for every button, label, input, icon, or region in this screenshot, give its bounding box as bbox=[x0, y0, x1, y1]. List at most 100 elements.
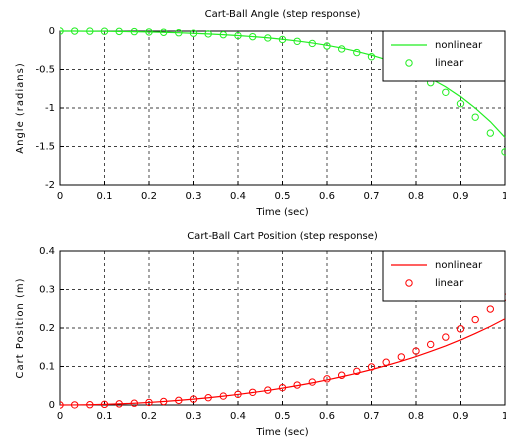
x-tick-label: 0.5 bbox=[275, 191, 291, 202]
y-tick-label: -2 bbox=[45, 180, 55, 191]
x-tick-label: 0.7 bbox=[364, 191, 380, 202]
series-marker bbox=[323, 375, 331, 383]
series-marker bbox=[234, 390, 242, 398]
series-marker bbox=[234, 31, 242, 40]
x-axis-label: Time (sec) bbox=[255, 207, 308, 218]
series-marker bbox=[486, 305, 495, 313]
chart-title: Cart-Ball Cart Position (step response) bbox=[187, 231, 378, 242]
legend-label: linear bbox=[435, 278, 464, 289]
y-axis-label: Cart Position (m) bbox=[15, 278, 26, 379]
series-marker bbox=[115, 27, 123, 36]
series-marker bbox=[486, 129, 495, 137]
x-tick-label: 0.9 bbox=[453, 411, 469, 422]
series-marker bbox=[397, 353, 406, 361]
series-marker bbox=[426, 340, 435, 349]
series-marker bbox=[278, 35, 287, 44]
y-tick-label: 0 bbox=[49, 400, 55, 411]
x-tick-label: 0.2 bbox=[141, 411, 157, 422]
x-tick-label: 0.4 bbox=[230, 411, 246, 422]
x-tick-label: 0.9 bbox=[453, 191, 469, 202]
series-marker bbox=[353, 48, 361, 57]
y-axis-label: Angle (radians) bbox=[15, 62, 26, 153]
series-marker bbox=[501, 148, 506, 156]
x-tick-label: 0.6 bbox=[319, 411, 335, 422]
x-tick-label: 0.1 bbox=[97, 411, 113, 422]
series-marker bbox=[175, 29, 183, 37]
series-marker bbox=[442, 88, 450, 96]
x-tick-label: 0 bbox=[57, 191, 63, 202]
series-marker bbox=[115, 400, 123, 408]
series-marker bbox=[442, 333, 450, 341]
y-tick-label: 0.4 bbox=[39, 246, 55, 257]
series-marker bbox=[412, 347, 420, 355]
x-tick-label: 0.6 bbox=[319, 191, 335, 202]
series-marker bbox=[337, 45, 346, 53]
series-marker bbox=[308, 378, 317, 386]
series-marker bbox=[159, 28, 168, 36]
x-tick-label: 0.5 bbox=[275, 411, 291, 422]
y-tick-label: -1.5 bbox=[35, 142, 55, 153]
legend-label: linear bbox=[435, 58, 464, 69]
series-marker bbox=[189, 395, 198, 403]
series-marker bbox=[204, 30, 212, 38]
y-tick-label: -0.5 bbox=[35, 65, 55, 76]
x-tick-label: 1 bbox=[502, 191, 506, 202]
axes-box bbox=[59, 30, 506, 186]
series-marker bbox=[100, 27, 109, 35]
series-marker bbox=[86, 401, 94, 409]
x-tick-label: 0.8 bbox=[408, 411, 424, 422]
x-tick-label: 0 bbox=[57, 411, 63, 422]
series-marker bbox=[264, 34, 272, 42]
series-marker bbox=[189, 29, 198, 37]
series-marker bbox=[278, 383, 287, 392]
series-marker bbox=[145, 28, 153, 36]
x-tick-label: 0.3 bbox=[186, 411, 202, 422]
legend-swatch bbox=[405, 279, 413, 287]
series-marker bbox=[219, 392, 228, 400]
y-tick-label: -1 bbox=[45, 103, 55, 114]
series-marker bbox=[175, 396, 183, 405]
series-marker bbox=[293, 37, 301, 45]
y-tick-label: 0.3 bbox=[39, 285, 55, 296]
series-marker bbox=[248, 32, 257, 41]
x-tick-label: 1 bbox=[502, 411, 506, 422]
chart-title: Cart-Ball Angle (step response) bbox=[205, 9, 361, 20]
series-marker bbox=[130, 27, 139, 36]
x-tick-label: 0.2 bbox=[141, 191, 157, 202]
series-marker bbox=[367, 363, 376, 371]
series-marker bbox=[456, 99, 465, 108]
series-marker bbox=[264, 386, 272, 394]
legend-box bbox=[382, 250, 506, 302]
series-marker bbox=[130, 399, 139, 407]
y-tick-label: 0.2 bbox=[39, 323, 55, 334]
x-tick-label: 0.1 bbox=[97, 191, 113, 202]
axes-box bbox=[59, 250, 506, 406]
series-marker bbox=[100, 400, 109, 409]
series-marker bbox=[219, 30, 228, 39]
series-marker bbox=[323, 42, 331, 50]
x-axis-label: Time (sec) bbox=[255, 427, 308, 438]
x-tick-label: 0.8 bbox=[408, 191, 424, 202]
series-marker bbox=[308, 39, 317, 48]
legend-box bbox=[382, 30, 506, 82]
series-marker bbox=[248, 388, 257, 396]
x-tick-label: 0.3 bbox=[186, 191, 202, 202]
series-marker bbox=[60, 27, 64, 35]
legend-label: nonlinear bbox=[435, 40, 483, 51]
series-line bbox=[60, 318, 506, 406]
series-marker bbox=[159, 397, 168, 406]
y-tick-label: 0.1 bbox=[39, 362, 55, 373]
series-marker bbox=[471, 113, 479, 121]
series-marker bbox=[353, 367, 361, 376]
legend-label: nonlinear bbox=[435, 260, 483, 271]
series-marker bbox=[145, 398, 153, 407]
series-marker bbox=[456, 325, 465, 333]
series-marker bbox=[471, 315, 479, 324]
series-marker bbox=[86, 27, 94, 35]
series-marker bbox=[382, 358, 390, 366]
y-tick-label: 0 bbox=[49, 26, 55, 37]
series-marker bbox=[293, 381, 301, 389]
series-marker bbox=[70, 27, 79, 35]
series-marker bbox=[367, 53, 376, 61]
